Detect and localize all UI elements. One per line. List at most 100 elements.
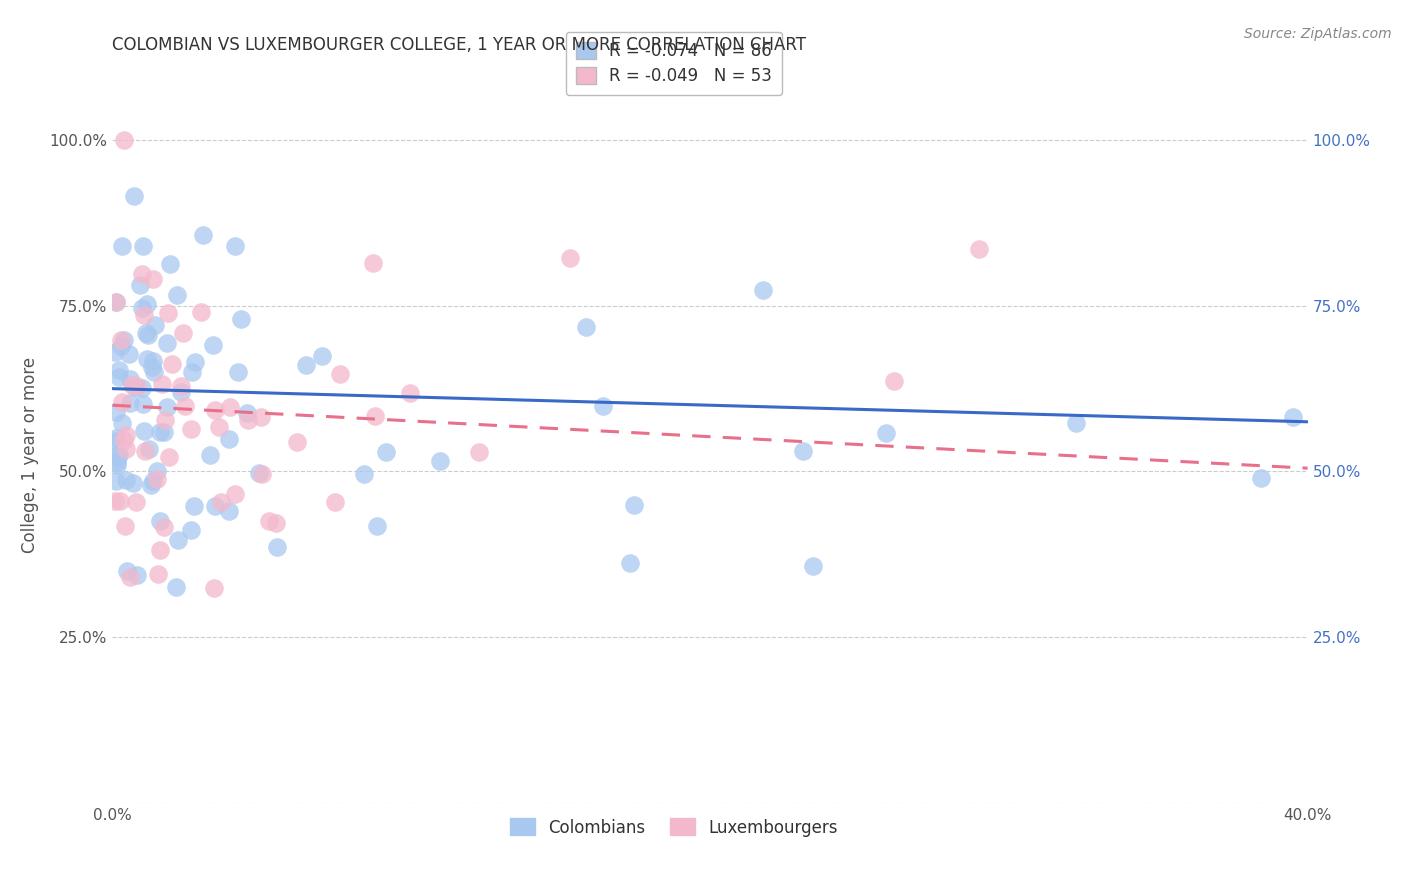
Point xyxy=(146,465,169,479)
Point xyxy=(132,397,155,411)
Point xyxy=(136,297,159,311)
Point xyxy=(429,454,451,468)
Point xyxy=(173,326,195,341)
Point xyxy=(125,379,148,393)
Point xyxy=(558,252,581,266)
Point xyxy=(138,442,160,456)
Point xyxy=(157,306,180,320)
Point xyxy=(104,295,127,310)
Point xyxy=(146,472,169,486)
Point xyxy=(236,406,259,420)
Point xyxy=(120,372,142,386)
Point xyxy=(146,567,169,582)
Point xyxy=(131,301,153,315)
Point xyxy=(184,354,207,368)
Point xyxy=(353,467,375,481)
Point xyxy=(132,424,155,438)
Point xyxy=(114,518,136,533)
Point xyxy=(143,318,166,333)
Point xyxy=(204,500,226,514)
Point xyxy=(238,412,260,426)
Point xyxy=(1281,410,1303,425)
Point xyxy=(366,518,388,533)
Point xyxy=(219,400,242,414)
Point xyxy=(190,305,212,319)
Point xyxy=(575,319,598,334)
Point xyxy=(139,478,162,492)
Point xyxy=(311,349,333,363)
Point xyxy=(592,399,614,413)
Point xyxy=(875,425,897,440)
Point xyxy=(259,514,281,528)
Point xyxy=(149,425,172,439)
Point xyxy=(142,271,165,285)
Point xyxy=(207,420,229,434)
Point xyxy=(150,376,173,391)
Point xyxy=(399,385,422,400)
Point xyxy=(121,476,143,491)
Point xyxy=(183,500,205,514)
Point xyxy=(619,556,641,570)
Point xyxy=(118,570,141,584)
Point xyxy=(229,311,252,326)
Point xyxy=(156,400,179,414)
Point xyxy=(328,367,350,381)
Point xyxy=(209,494,232,508)
Point xyxy=(202,581,225,595)
Point xyxy=(1250,471,1272,485)
Point xyxy=(110,416,132,430)
Point xyxy=(266,541,288,555)
Point xyxy=(107,450,129,465)
Point xyxy=(180,422,202,436)
Point xyxy=(132,309,155,323)
Point xyxy=(105,294,128,309)
Point xyxy=(131,267,153,281)
Point xyxy=(224,487,246,501)
Point xyxy=(104,434,127,448)
Point xyxy=(115,564,138,578)
Point xyxy=(128,278,150,293)
Point xyxy=(143,365,166,379)
Point xyxy=(142,474,165,488)
Point xyxy=(105,431,128,445)
Point xyxy=(155,413,177,427)
Point xyxy=(165,580,187,594)
Point xyxy=(105,458,128,472)
Point xyxy=(142,354,165,368)
Point xyxy=(801,558,824,573)
Point xyxy=(467,444,489,458)
Point xyxy=(159,258,181,272)
Point xyxy=(967,242,990,256)
Text: Source: ZipAtlas.com: Source: ZipAtlas.com xyxy=(1244,27,1392,41)
Point xyxy=(135,326,157,340)
Point xyxy=(115,442,138,456)
Point xyxy=(136,328,159,343)
Point xyxy=(112,133,135,147)
Point xyxy=(752,283,775,297)
Point xyxy=(108,493,131,508)
Point xyxy=(152,520,174,534)
Point xyxy=(111,239,134,253)
Point xyxy=(107,369,129,384)
Point xyxy=(105,404,128,418)
Point xyxy=(107,363,129,377)
Point xyxy=(141,360,163,375)
Point xyxy=(135,352,157,367)
Point xyxy=(226,365,249,379)
Point xyxy=(218,432,240,446)
Point xyxy=(104,494,127,508)
Point xyxy=(202,338,225,352)
Point xyxy=(105,455,128,469)
Point xyxy=(131,381,153,395)
Point xyxy=(174,399,197,413)
Point xyxy=(374,444,396,458)
Point xyxy=(110,339,132,353)
Point xyxy=(110,333,132,347)
Text: COLOMBIAN VS LUXEMBOURGER COLLEGE, 1 YEAR OR MORE CORRELATION CHART: COLOMBIAN VS LUXEMBOURGER COLLEGE, 1 YEA… xyxy=(112,36,807,54)
Point xyxy=(149,514,172,528)
Point xyxy=(323,495,346,509)
Point xyxy=(114,427,136,442)
Point xyxy=(115,473,138,487)
Point xyxy=(124,380,146,394)
Point xyxy=(170,379,193,393)
